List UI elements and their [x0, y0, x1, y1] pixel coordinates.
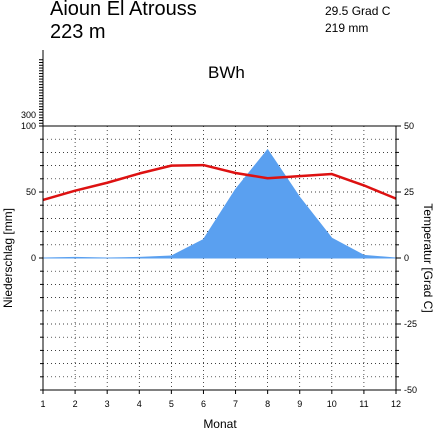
x-tick-label: 11: [359, 399, 368, 409]
right-tick-label: -25: [404, 319, 417, 329]
right-tick-label: 0: [404, 253, 409, 263]
left-tick-label: 50: [26, 187, 36, 197]
temperature-series: [42, 163, 397, 202]
mean-temperature: 29.5 Grad C: [325, 4, 391, 18]
y-axis-label-right: Temperatur [Grad C]: [421, 203, 435, 312]
y-axis-label-left: Niederschlag [mm]: [1, 208, 15, 308]
right-tick-label: 50: [404, 121, 414, 131]
x-tick-label: 8: [265, 399, 270, 409]
x-tick-label: 1: [40, 399, 45, 409]
extended-precipitation-axis: 300: [21, 50, 44, 126]
station-elevation: 223 m: [50, 21, 106, 43]
right-tick-label: -50: [404, 385, 417, 395]
left-tick-label: 100: [21, 121, 36, 131]
x-tick-label: 10: [327, 399, 337, 409]
x-tick-label: 6: [201, 399, 206, 409]
x-tick-label: 4: [137, 399, 142, 409]
extended-tick-label: 300: [21, 110, 36, 120]
x-tick-label: 5: [169, 399, 174, 409]
x-tick-label: 12: [391, 399, 401, 409]
x-tick-label: 3: [105, 399, 110, 409]
x-tick-label: 2: [73, 399, 78, 409]
precipitation-area: [42, 148, 397, 259]
x-axis-label: Monat: [203, 417, 237, 430]
annual-precipitation: 219 mm: [325, 21, 368, 35]
x-tick-label: 9: [297, 399, 302, 409]
precipitation-series: [42, 148, 397, 259]
temperature-line: [42, 163, 397, 202]
station-name: Aioun El Atrouss: [50, 0, 197, 20]
x-tick-label: 7: [233, 399, 238, 409]
right-tick-label: 25: [404, 187, 414, 197]
left-tick-label: 0: [31, 253, 36, 263]
climate-class: BWh: [208, 63, 245, 82]
